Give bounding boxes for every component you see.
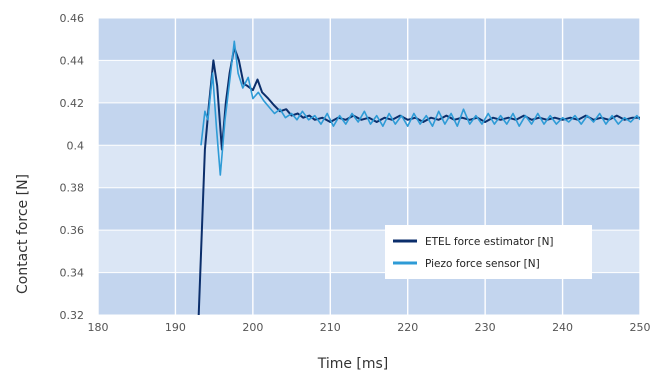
y-tick-label: 0.36 <box>60 224 85 237</box>
y-tick-label: 0.38 <box>60 182 85 195</box>
series-line-piezo-force-sensor <box>200 40 640 176</box>
x-tick-label: 250 <box>630 321 651 334</box>
x-tick-label: 180 <box>88 321 109 334</box>
x-tick-label: 220 <box>397 321 418 334</box>
legend-label: Piezo force sensor [N] <box>425 258 540 270</box>
x-axis: 180 190 200 210 220 230 240 250 <box>88 321 651 334</box>
y-tick-label: 0.44 <box>60 54 85 67</box>
plot-band <box>98 60 640 103</box>
x-tick-label: 230 <box>475 321 496 334</box>
plot-band <box>98 102 640 146</box>
legend-label: ETEL force estimator [N] <box>425 236 554 248</box>
x-tick-label: 210 <box>320 321 341 334</box>
series-layer <box>197 40 640 315</box>
y-tick-label: 0.32 <box>60 309 85 322</box>
plot-band <box>98 272 640 315</box>
y-tick-label: 0.46 <box>60 12 85 25</box>
plot-band <box>98 18 640 61</box>
x-axis-title: Time [ms] <box>317 356 389 372</box>
legend: ETEL force estimator [N] Piezo force sens… <box>385 225 592 279</box>
y-tick-label: 0.34 <box>60 267 85 280</box>
legend-box <box>385 225 592 279</box>
plot-band <box>98 187 640 231</box>
y-tick-label: 0.4 <box>67 139 85 152</box>
series-line-etel-force-estimator <box>197 46 640 315</box>
plot-band <box>98 145 640 188</box>
x-tick-label: 200 <box>242 321 263 334</box>
y-axis-title: Contact force [N] <box>15 174 31 294</box>
y-tick-label: 0.42 <box>60 97 85 110</box>
x-tick-label: 240 <box>552 321 573 334</box>
y-axis: 0.32 0.34 0.36 0.38 0.4 0.42 0.44 0.46 <box>60 12 85 322</box>
x-tick-label: 190 <box>165 321 186 334</box>
